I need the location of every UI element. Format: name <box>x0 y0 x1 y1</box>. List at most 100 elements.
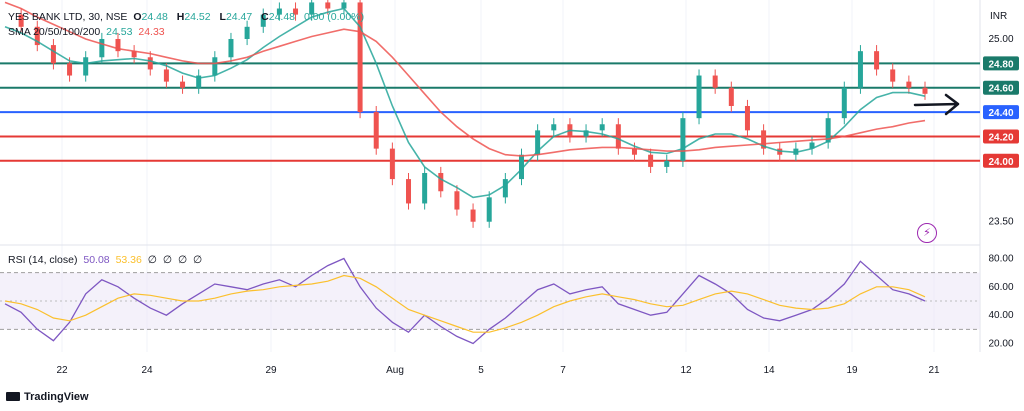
candle-body <box>583 130 589 137</box>
level-price-tag <box>983 105 1019 120</box>
flash-icon[interactable]: ⚡ <box>917 223 937 243</box>
currency-label: INR <box>990 11 1008 22</box>
candle-body <box>631 148 637 155</box>
low-label: L24.47 <box>219 11 253 23</box>
candle-body <box>131 51 137 58</box>
rsi-extra-2: ∅ <box>162 254 173 266</box>
level-price-label: 24.40 <box>988 108 1013 119</box>
level-price-tag <box>983 153 1019 168</box>
rsi-tick-label: 60.00 <box>988 282 1013 293</box>
high-label: H24.52 <box>176 11 211 23</box>
candle-body <box>260 14 266 27</box>
candle-body <box>147 57 153 70</box>
rsi-ma-line <box>4 274 926 333</box>
x-tick-label: 19 <box>846 365 858 376</box>
candle-body <box>228 38 234 58</box>
change-label: 0.00 (0.00%) <box>303 11 365 23</box>
sma50-line <box>4 1 926 157</box>
candle-body <box>857 51 863 88</box>
close-label: C24.48 <box>261 11 296 23</box>
candle-body <box>841 87 847 119</box>
candle-body <box>389 148 395 180</box>
rsi-tick-label: 80.00 <box>988 254 1013 265</box>
x-tick-label: 7 <box>560 365 566 376</box>
price-legend: YES BANK LTD, 30, NSE O24.48 H24.52 L24.… <box>8 11 367 23</box>
arrow-annotation <box>913 93 960 116</box>
rsi-legend: RSI (14, close) 50.08 53.36 ∅ ∅ ∅ ∅ <box>8 254 205 266</box>
candle-body <box>906 81 912 88</box>
candle-body <box>115 38 121 52</box>
candle-body <box>373 112 379 149</box>
level-price-tag <box>983 56 1019 71</box>
candle-body <box>99 38 105 58</box>
candle-body <box>551 124 557 131</box>
x-tick-label: 21 <box>928 365 940 376</box>
x-tick-label: Aug <box>386 365 404 376</box>
candle-body <box>664 160 670 167</box>
symbol-label: YES BANK LTD, 30, NSE <box>8 11 128 23</box>
candle-body <box>180 81 186 88</box>
candle-body <box>163 69 169 82</box>
candle-body <box>486 197 492 222</box>
tradingview-logo: TradingView <box>6 391 89 403</box>
candle-body <box>761 130 767 149</box>
candle-body <box>454 191 460 210</box>
x-tick-label: 22 <box>56 365 68 376</box>
rsi-tick-label: 20.00 <box>988 339 1013 350</box>
candle-body <box>615 124 621 149</box>
rsi-extra-3: ∅ <box>177 254 188 266</box>
open-label: O24.48 <box>133 11 168 23</box>
x-tick-label: 14 <box>763 365 775 376</box>
candle-body <box>535 130 541 155</box>
candle-body <box>276 8 282 15</box>
candle-body <box>196 75 202 88</box>
candle-body <box>244 26 250 39</box>
sma20-value: 24.53 <box>106 26 133 38</box>
candle-body <box>518 154 524 180</box>
candle-body <box>680 118 686 161</box>
candle-body <box>422 172 428 204</box>
candle-body <box>696 75 702 119</box>
level-price-label: 24.00 <box>988 157 1013 168</box>
x-tick-label: 24 <box>141 365 153 376</box>
candle-body <box>212 57 218 76</box>
rsi-ma-value: 53.36 <box>115 254 142 266</box>
y-tick-label: 23.50 <box>988 217 1013 228</box>
sma-label: SMA 20/50/100/200 <box>8 26 101 38</box>
candle-body <box>825 118 831 143</box>
candle-body <box>83 57 89 76</box>
rsi-title: RSI (14, close) <box>8 254 78 266</box>
candle-body <box>325 2 331 9</box>
level-price-tag <box>983 80 1019 95</box>
candle-body <box>648 154 654 167</box>
rsi-extra-4: ∅ <box>193 254 203 266</box>
candle-body <box>890 69 896 82</box>
candle-body <box>502 179 508 198</box>
candle-body <box>18 14 24 27</box>
candle-body <box>728 87 734 106</box>
sma-legend: SMA 20/50/100/200 24.53 24.33 <box>8 26 168 38</box>
candle-body <box>809 142 815 149</box>
y-tick-label: 25.00 <box>988 34 1013 45</box>
level-price-label: 24.80 <box>988 59 1013 70</box>
sma20-line <box>4 7 926 199</box>
candle-body <box>34 26 40 46</box>
x-tick-label: 5 <box>478 365 484 376</box>
level-price-tag <box>983 129 1019 144</box>
candle-body <box>599 124 605 131</box>
candle-body <box>744 105 750 131</box>
candle-body <box>341 2 347 9</box>
sma50-value: 24.33 <box>138 26 165 38</box>
candle-body <box>712 75 718 88</box>
tradingview-icon <box>6 392 20 401</box>
x-tick-label: 12 <box>680 365 692 376</box>
candle-body <box>406 179 412 204</box>
candle-body <box>874 51 880 70</box>
rsi-tick-label: 40.00 <box>988 310 1013 321</box>
x-tick-label: 29 <box>265 365 277 376</box>
level-price-label: 24.20 <box>988 132 1013 143</box>
candle-body <box>922 87 928 94</box>
candle-body <box>293 8 299 15</box>
candle-body <box>67 63 73 76</box>
